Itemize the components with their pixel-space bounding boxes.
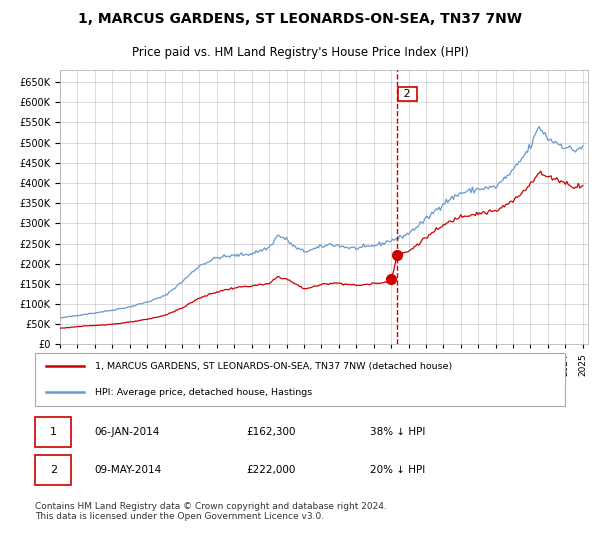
Text: HPI: Average price, detached house, Hastings: HPI: Average price, detached house, Hast…	[95, 388, 312, 397]
Text: 2: 2	[50, 465, 57, 475]
Text: 1, MARCUS GARDENS, ST LEONARDS-ON-SEA, TN37 7NW: 1, MARCUS GARDENS, ST LEONARDS-ON-SEA, T…	[78, 12, 522, 26]
Text: 06-JAN-2014: 06-JAN-2014	[95, 427, 160, 437]
Text: Contains HM Land Registry data © Crown copyright and database right 2024.
This d: Contains HM Land Registry data © Crown c…	[35, 502, 387, 521]
FancyBboxPatch shape	[35, 417, 71, 447]
Text: 20% ↓ HPI: 20% ↓ HPI	[370, 465, 425, 475]
Text: 1, MARCUS GARDENS, ST LEONARDS-ON-SEA, TN37 7NW (detached house): 1, MARCUS GARDENS, ST LEONARDS-ON-SEA, T…	[95, 362, 452, 371]
Text: Price paid vs. HM Land Registry's House Price Index (HPI): Price paid vs. HM Land Registry's House …	[131, 46, 469, 59]
Text: 1: 1	[50, 427, 57, 437]
Text: 2: 2	[400, 89, 415, 99]
FancyBboxPatch shape	[35, 353, 565, 406]
FancyBboxPatch shape	[35, 455, 71, 484]
Text: 38% ↓ HPI: 38% ↓ HPI	[370, 427, 425, 437]
Text: £162,300: £162,300	[246, 427, 296, 437]
Text: £222,000: £222,000	[246, 465, 295, 475]
Text: 09-MAY-2014: 09-MAY-2014	[95, 465, 162, 475]
